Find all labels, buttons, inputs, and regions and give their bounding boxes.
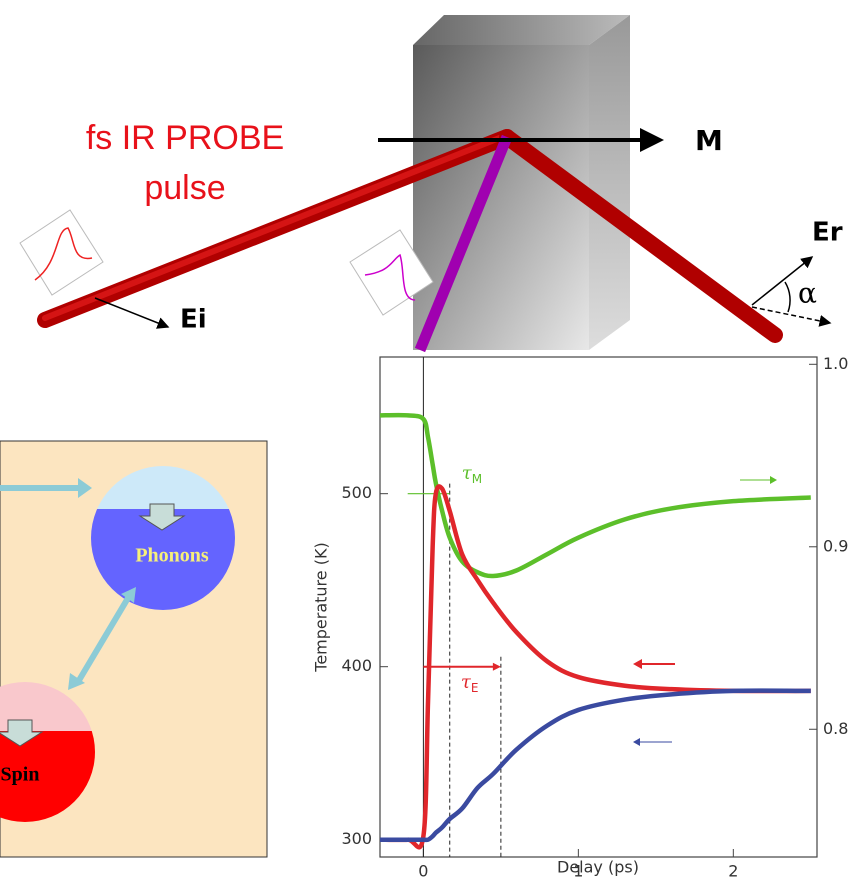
probe-label: pulse [144, 169, 225, 207]
chart: Temperature (K) Delay (ps) 0 1 2 300 400 500 0… [312, 354, 849, 881]
tau-subscript: E [471, 681, 479, 695]
phonons-label: Phonons [135, 545, 209, 567]
reservoir-panel: Phonons Spin [0, 441, 267, 857]
y2-tick-label: 0.9 [823, 536, 848, 555]
angle-arc [785, 282, 790, 312]
x-axis-label: Delay (ps) [557, 858, 639, 877]
tau-subscript: M [472, 472, 482, 486]
ei-arrow [95, 298, 168, 327]
ei-label: Ei [180, 305, 207, 335]
x-tick-label: 0 [418, 862, 428, 881]
figure: M fs IR PROBE pulse Ei Er α Phonons Spin… [0, 0, 865, 881]
y-tick-label: 400 [341, 656, 372, 675]
probe-label: fs IR PROBE [86, 119, 284, 157]
m-label: M [695, 124, 723, 157]
x-tick-label: 2 [728, 862, 738, 881]
angle-label: α [798, 277, 817, 310]
y2-tick-label: 1.0 [823, 354, 848, 373]
pulse-icon [20, 210, 103, 295]
y2-tick-label: 0.8 [823, 719, 848, 738]
x-tick-label: 1 [573, 862, 583, 881]
y-axis-label: Temperature (K) [312, 542, 331, 672]
spin-label: Spin [1, 764, 40, 786]
y-tick-label: 500 [341, 483, 372, 502]
y-tick-label: 300 [341, 829, 372, 848]
er-label: Er [812, 218, 843, 248]
